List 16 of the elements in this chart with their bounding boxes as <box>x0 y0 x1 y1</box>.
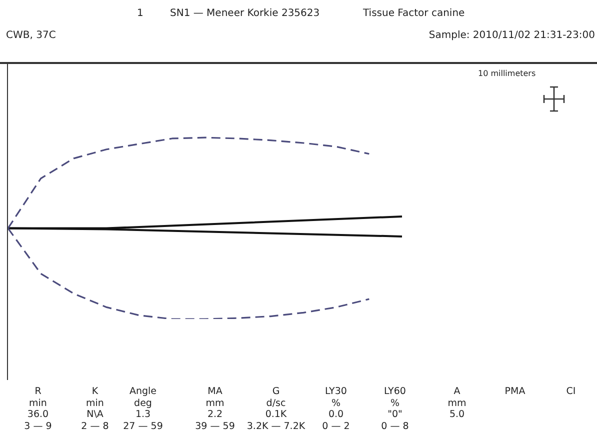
text: MA mm 2.2 39 — 59 <box>194 386 236 432</box>
text: K min N\A 2 — 8 <box>80 386 110 432</box>
text: Sample: 2010/11/02 21:31-23:00 <box>428 30 595 42</box>
text: 1 <box>137 8 144 20</box>
text: A mm 5.0 <box>446 386 468 420</box>
text: CWB, 37C <box>6 30 56 42</box>
text: Tissue Factor canine <box>363 8 465 20</box>
text: G d/sc 0.1K 3.2K — 7.2K <box>246 386 306 432</box>
text: PMA <box>504 386 526 398</box>
text: SN1 — Meneer Korkie 235623 <box>170 8 320 20</box>
text: 10 millimeters <box>478 68 536 80</box>
text: LY60 % "0" 0 — 8 <box>380 386 410 432</box>
text: CI <box>565 386 577 398</box>
text: Angle deg 1.3 27 — 59 <box>122 386 164 432</box>
text: R min 36.0 3 — 9 <box>23 386 53 432</box>
text: LY30 % 0.0 0 — 2 <box>321 386 351 432</box>
